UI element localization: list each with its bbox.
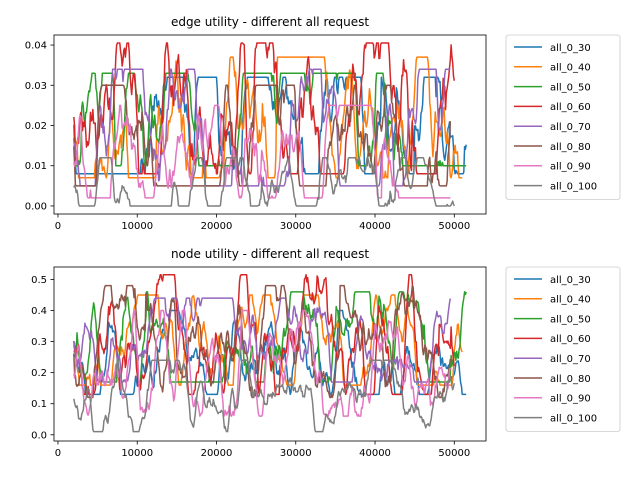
y-tick-label: 0.3 xyxy=(31,337,47,348)
series-line-all-0-50 xyxy=(73,72,467,167)
axes-frame xyxy=(53,34,487,215)
x-tick-label: 10000 xyxy=(121,221,153,232)
legend-label-all-0-50: all_0_50 xyxy=(550,314,591,325)
x-axis: 0 10000 20000 30000 40000 50000 xyxy=(55,441,470,459)
chart-title: edge utility - different all request xyxy=(171,15,369,29)
y-tick-label: 0.04 xyxy=(25,41,47,52)
x-tick-label: 40000 xyxy=(359,221,391,232)
legend-label-all-0-30: all_0_30 xyxy=(550,43,591,54)
y-tick-label: 0.5 xyxy=(31,275,47,286)
series-line-all-0-100 xyxy=(73,156,455,207)
y-tick-label: 0.0 xyxy=(31,430,47,441)
edge-utility-panel: edge utility - different all request 0 10… xyxy=(25,15,621,232)
x-tick-label: 30000 xyxy=(280,448,312,459)
x-tick-label: 0 xyxy=(55,448,61,459)
series-layer xyxy=(73,274,467,433)
y-tick-label: 0.4 xyxy=(31,306,47,317)
series-line-all-0-90 xyxy=(73,104,451,199)
legend-label-all-0-70: all_0_70 xyxy=(550,122,591,133)
y-axis: 0.0 0.1 0.2 0.3 0.4 0.5 xyxy=(31,275,54,441)
legend-label-all-0-40: all_0_40 xyxy=(550,63,591,74)
plot-area xyxy=(73,274,467,433)
y-tick-label: 0.2 xyxy=(31,368,47,379)
legend-label-all-0-100: all_0_100 xyxy=(550,181,597,192)
legend: all_0_30 all_0_40 all_0_50 all_0_60 all_0_70… xyxy=(505,34,621,200)
series-layer xyxy=(73,42,467,207)
y-tick-label: 0.03 xyxy=(25,81,47,92)
legend-label-all-0-70: all_0_70 xyxy=(550,354,591,365)
legend: all_0_30 all_0_40 all_0_50 all_0_60 all_0_70… xyxy=(505,266,621,432)
legend-box xyxy=(505,34,621,200)
legend-label-all-0-90: all_0_90 xyxy=(550,394,591,405)
y-tick-label: 0.01 xyxy=(25,161,47,172)
x-tick-label: 40000 xyxy=(359,448,391,459)
series-line-all-0-90 xyxy=(73,309,452,417)
x-axis: 0 10000 20000 30000 40000 50000 xyxy=(55,214,470,232)
y-tick-label: 0.00 xyxy=(25,201,47,212)
legend-label-all-0-80: all_0_80 xyxy=(550,374,591,385)
legend-label-all-0-80: all_0_80 xyxy=(550,142,591,153)
y-tick-label: 0.1 xyxy=(31,399,47,410)
x-tick-label: 10000 xyxy=(121,448,153,459)
legend-label-all-0-50: all_0_50 xyxy=(550,82,591,93)
node-utility-panel: node utility - different all request 0 10… xyxy=(31,247,621,459)
legend-box xyxy=(505,266,621,432)
series-line-all-0-100 xyxy=(73,359,456,433)
legend-label-all-0-60: all_0_60 xyxy=(550,334,591,345)
chart-title: node utility - different all request xyxy=(171,247,369,261)
x-tick-label: 20000 xyxy=(201,221,233,232)
x-tick-label: 50000 xyxy=(438,221,470,232)
x-tick-label: 30000 xyxy=(280,221,312,232)
legend-label-all-0-40: all_0_40 xyxy=(550,295,591,306)
legend-label-all-0-60: all_0_60 xyxy=(550,102,591,113)
series-line-all-0-60 xyxy=(73,274,456,396)
axes-frame xyxy=(53,266,487,442)
x-tick-label: 0 xyxy=(55,221,61,232)
legend-label-all-0-90: all_0_90 xyxy=(550,162,591,173)
plot-area xyxy=(73,42,467,207)
x-tick-label: 20000 xyxy=(201,448,233,459)
series-line-all-0-80 xyxy=(73,284,452,399)
y-tick-label: 0.02 xyxy=(25,121,47,132)
series-line-all-0-80 xyxy=(73,84,452,187)
y-axis: 0.00 0.01 0.02 0.03 0.04 xyxy=(25,41,54,212)
legend-label-all-0-30: all_0_30 xyxy=(550,275,591,286)
legend-label-all-0-100: all_0_100 xyxy=(550,413,597,424)
x-tick-label: 50000 xyxy=(438,448,470,459)
